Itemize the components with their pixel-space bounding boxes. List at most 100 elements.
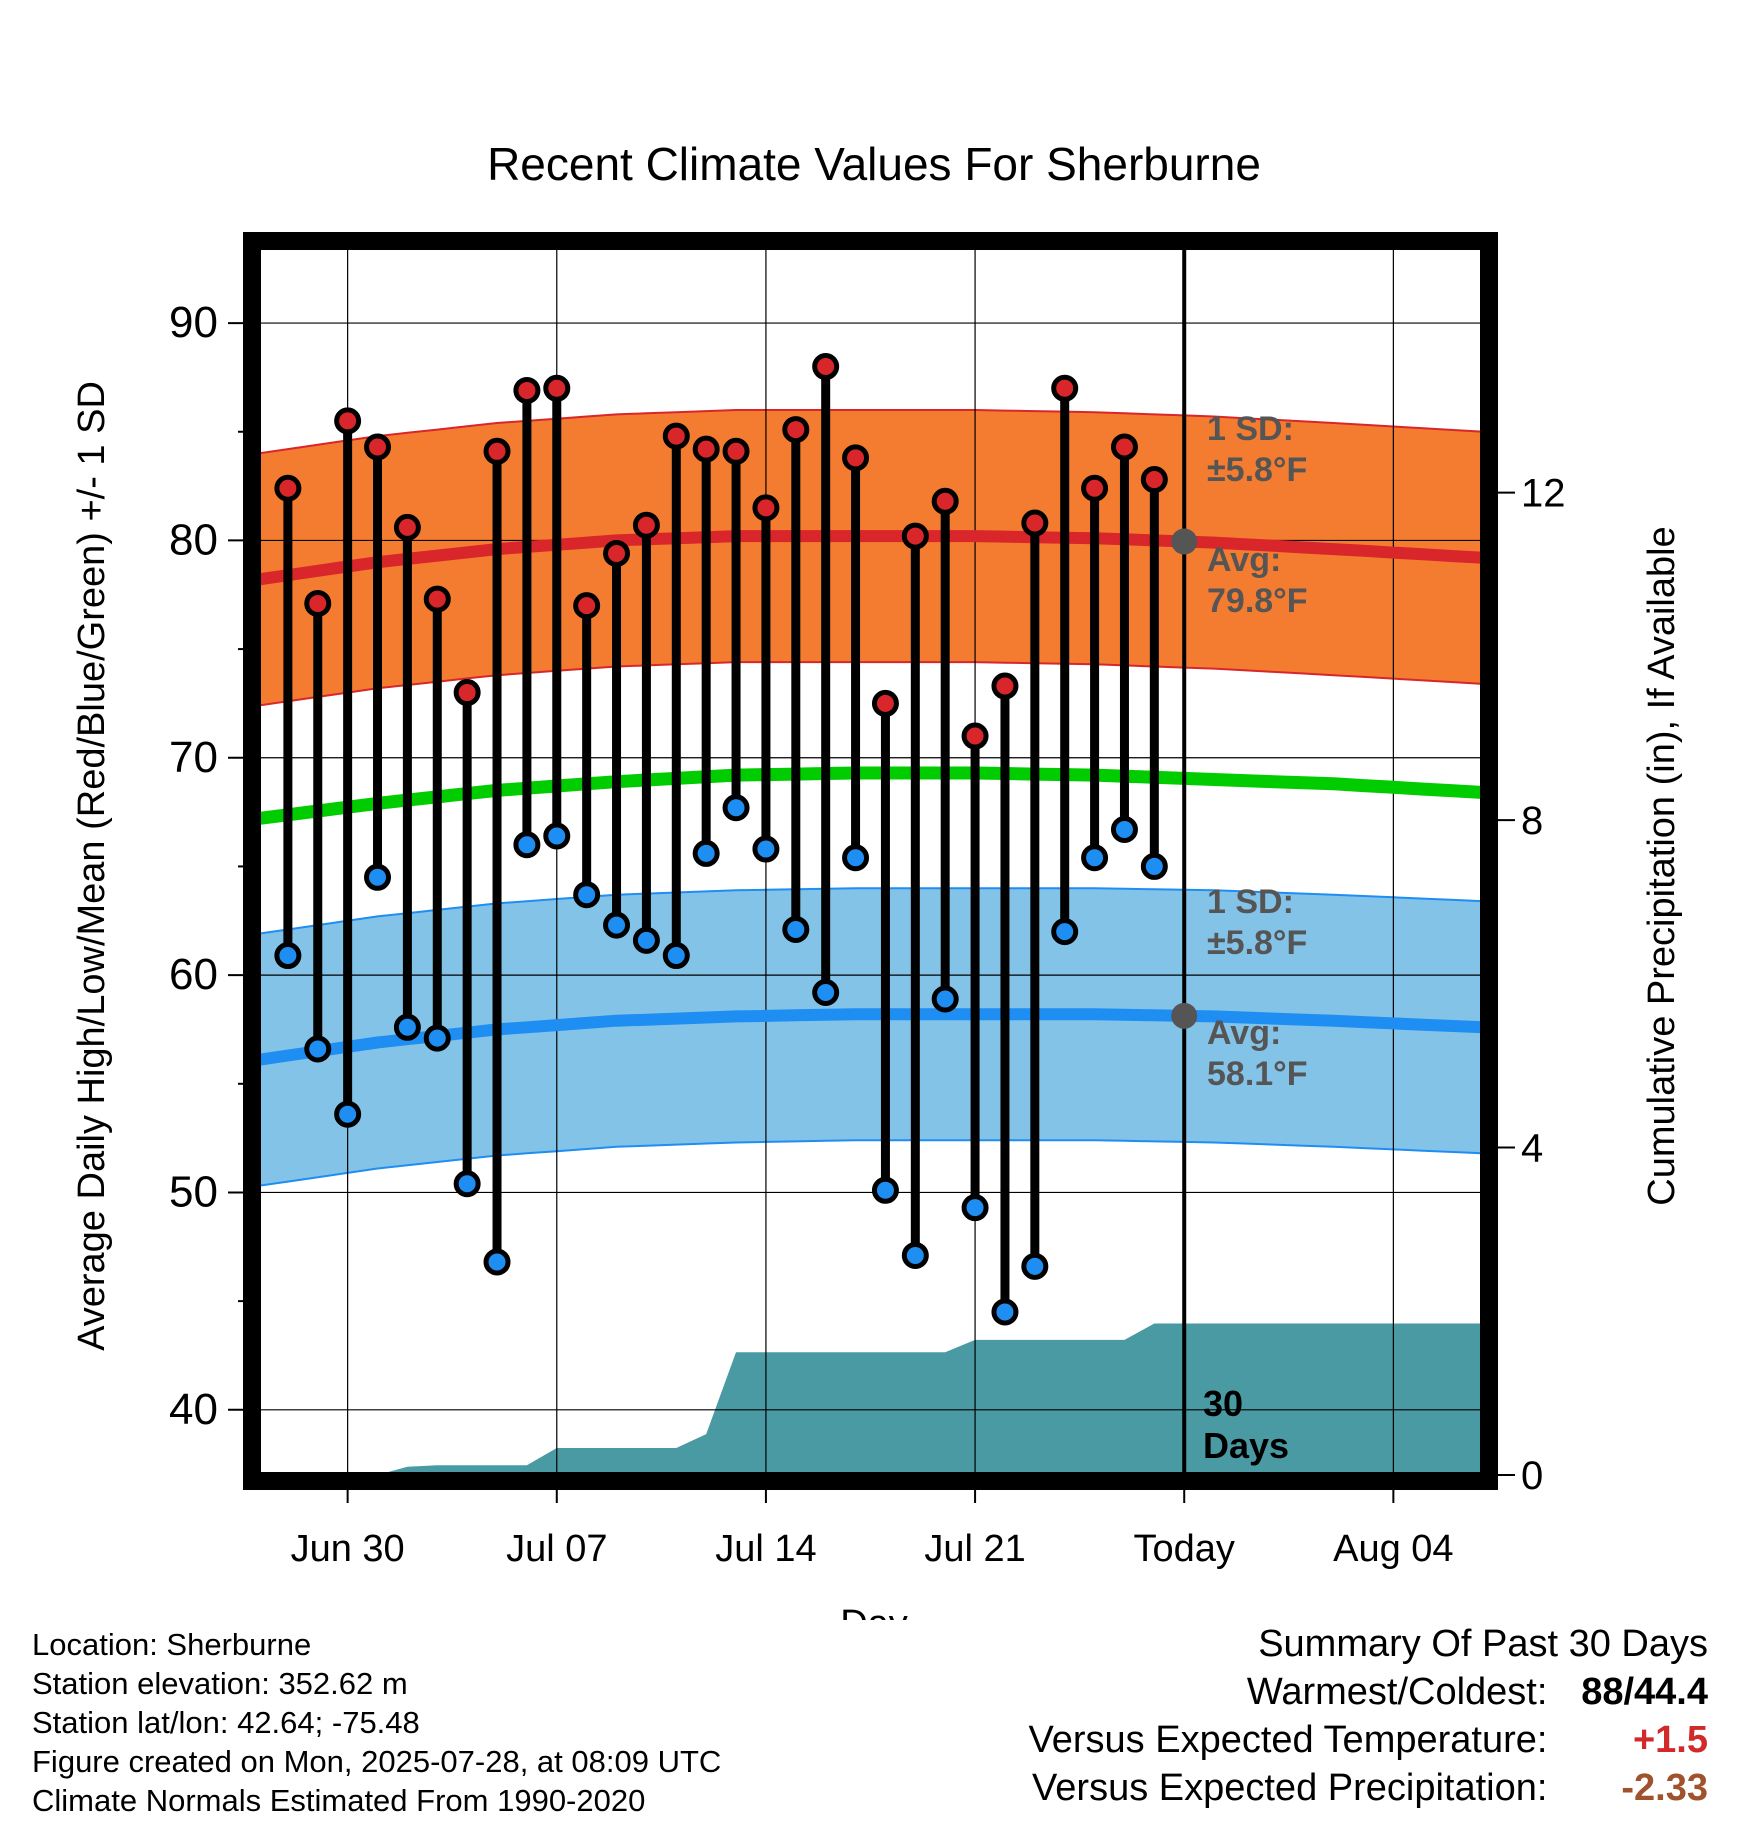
plot-area [243,232,1498,1490]
day-bar [1021,509,1049,1280]
high-point [871,689,899,717]
day-bar [393,513,421,1041]
day-bar [603,539,631,939]
day-bar [871,689,899,1204]
high-point [812,353,840,381]
day-bar [961,722,989,1222]
day-bar [1081,474,1109,872]
day-bar [573,592,601,909]
day-bar [1140,466,1168,880]
climate-chart: Recent Climate Values For Sherburne 1 SD… [71,138,1683,1620]
high-point [334,407,362,435]
high-point [722,437,750,465]
day-bar [692,435,720,867]
low-point [513,831,541,859]
high-point [1140,466,1168,494]
low-point [662,942,690,970]
warmest-coldest-row: Warmest/Coldest: 88/44.4 [1029,1668,1708,1716]
low-point [901,1241,929,1269]
location-text: Location: Sherburne [32,1627,312,1662]
precip-anomaly-label: Versus Expected Precipitation: [1032,1767,1548,1809]
high-point [543,374,571,402]
low-point [991,1298,1019,1326]
high-point [662,422,690,450]
day-bar [991,672,1019,1326]
temp-anomaly-label: Versus Expected Temperature: [1028,1719,1548,1761]
day-bar [842,444,870,872]
precip-anomaly-value: -2.33 [1621,1767,1708,1809]
high-point [483,437,511,465]
low-point [692,839,720,867]
low-point [961,1194,989,1222]
high-point [603,539,631,567]
low-point [722,794,750,822]
low-point [842,844,870,872]
high-sd-value: ±5.8°F [1207,451,1307,489]
day-bar [1110,433,1138,843]
y-tick-label: 90 [169,298,218,347]
low-avg-value: 58.1°F [1207,1055,1308,1093]
high-avg-value: 79.8°F [1207,582,1308,620]
precip-anomaly-row: Versus Expected Precipitation: -2.33 [1029,1764,1708,1812]
low-sd-label: 1 SD: [1207,883,1294,921]
high-point [931,487,959,515]
precip-area [258,1323,1483,1475]
low-point [1110,815,1138,843]
x-tick-label: Jul 07 [506,1528,607,1570]
x-axis-label: Day [840,1603,908,1620]
day-bar [304,589,332,1063]
days-annotation: 30 Days [1203,1383,1289,1466]
high-point [393,513,421,541]
low-point [274,942,302,970]
high-point [991,672,1019,700]
low-sd-value: ±5.8°F [1207,924,1307,962]
day-bar [632,511,660,954]
day-bar [423,585,451,1052]
day-bar [334,407,362,1128]
low-point [1081,844,1109,872]
chart-title: Recent Climate Values For Sherburne [487,138,1261,190]
low-point [632,926,660,954]
high-avg-marker [1171,528,1198,555]
high-point [842,444,870,472]
day-bar [931,487,959,1013]
low-point [334,1100,362,1128]
x-tick-label: Aug 04 [1333,1528,1453,1570]
day-bar [364,433,392,891]
day-bar [274,474,302,970]
high-point [364,433,392,461]
low-point [871,1176,899,1204]
low-avg-label: Avg: [1207,1014,1281,1052]
day-bar [901,522,929,1269]
y2-tick-label: 8 [1521,799,1543,843]
high-point [961,722,989,750]
low-point [1140,852,1168,880]
day-bar [543,374,571,850]
high-avg-label: Avg: [1207,541,1281,579]
y-tick-label: 60 [169,950,218,999]
low-point [423,1024,451,1052]
warmest-coldest-label: Warmest/Coldest: [1246,1671,1548,1713]
high-point [1110,433,1138,461]
day-bar [1051,374,1079,946]
low-point [453,1170,481,1198]
high-point [573,592,601,620]
created-text: Figure created on Mon, 2025-07-28, at 08… [32,1744,722,1779]
high-point [274,474,302,502]
low-point [364,863,392,891]
x-tick-label: Jun 30 [291,1528,405,1570]
y2-tick-label: 4 [1521,1127,1543,1171]
low-point [782,915,810,943]
low-point [1021,1252,1049,1280]
low-avg-marker [1171,1002,1198,1029]
warmest-value: 88 [1581,1671,1624,1713]
x-tick-label: Jul 14 [715,1528,816,1570]
low-point [752,835,780,863]
high-point [423,585,451,613]
high-avg-line [257,530,1484,586]
y-axis-left: 40 50 60 70 80 90 [169,298,252,1434]
x-axis: Jun 30 Jul 07 Jul 14 Jul 21 Today Aug 04 [291,1481,1454,1570]
high-point [513,376,541,404]
low-point [603,911,631,939]
high-point [901,522,929,550]
